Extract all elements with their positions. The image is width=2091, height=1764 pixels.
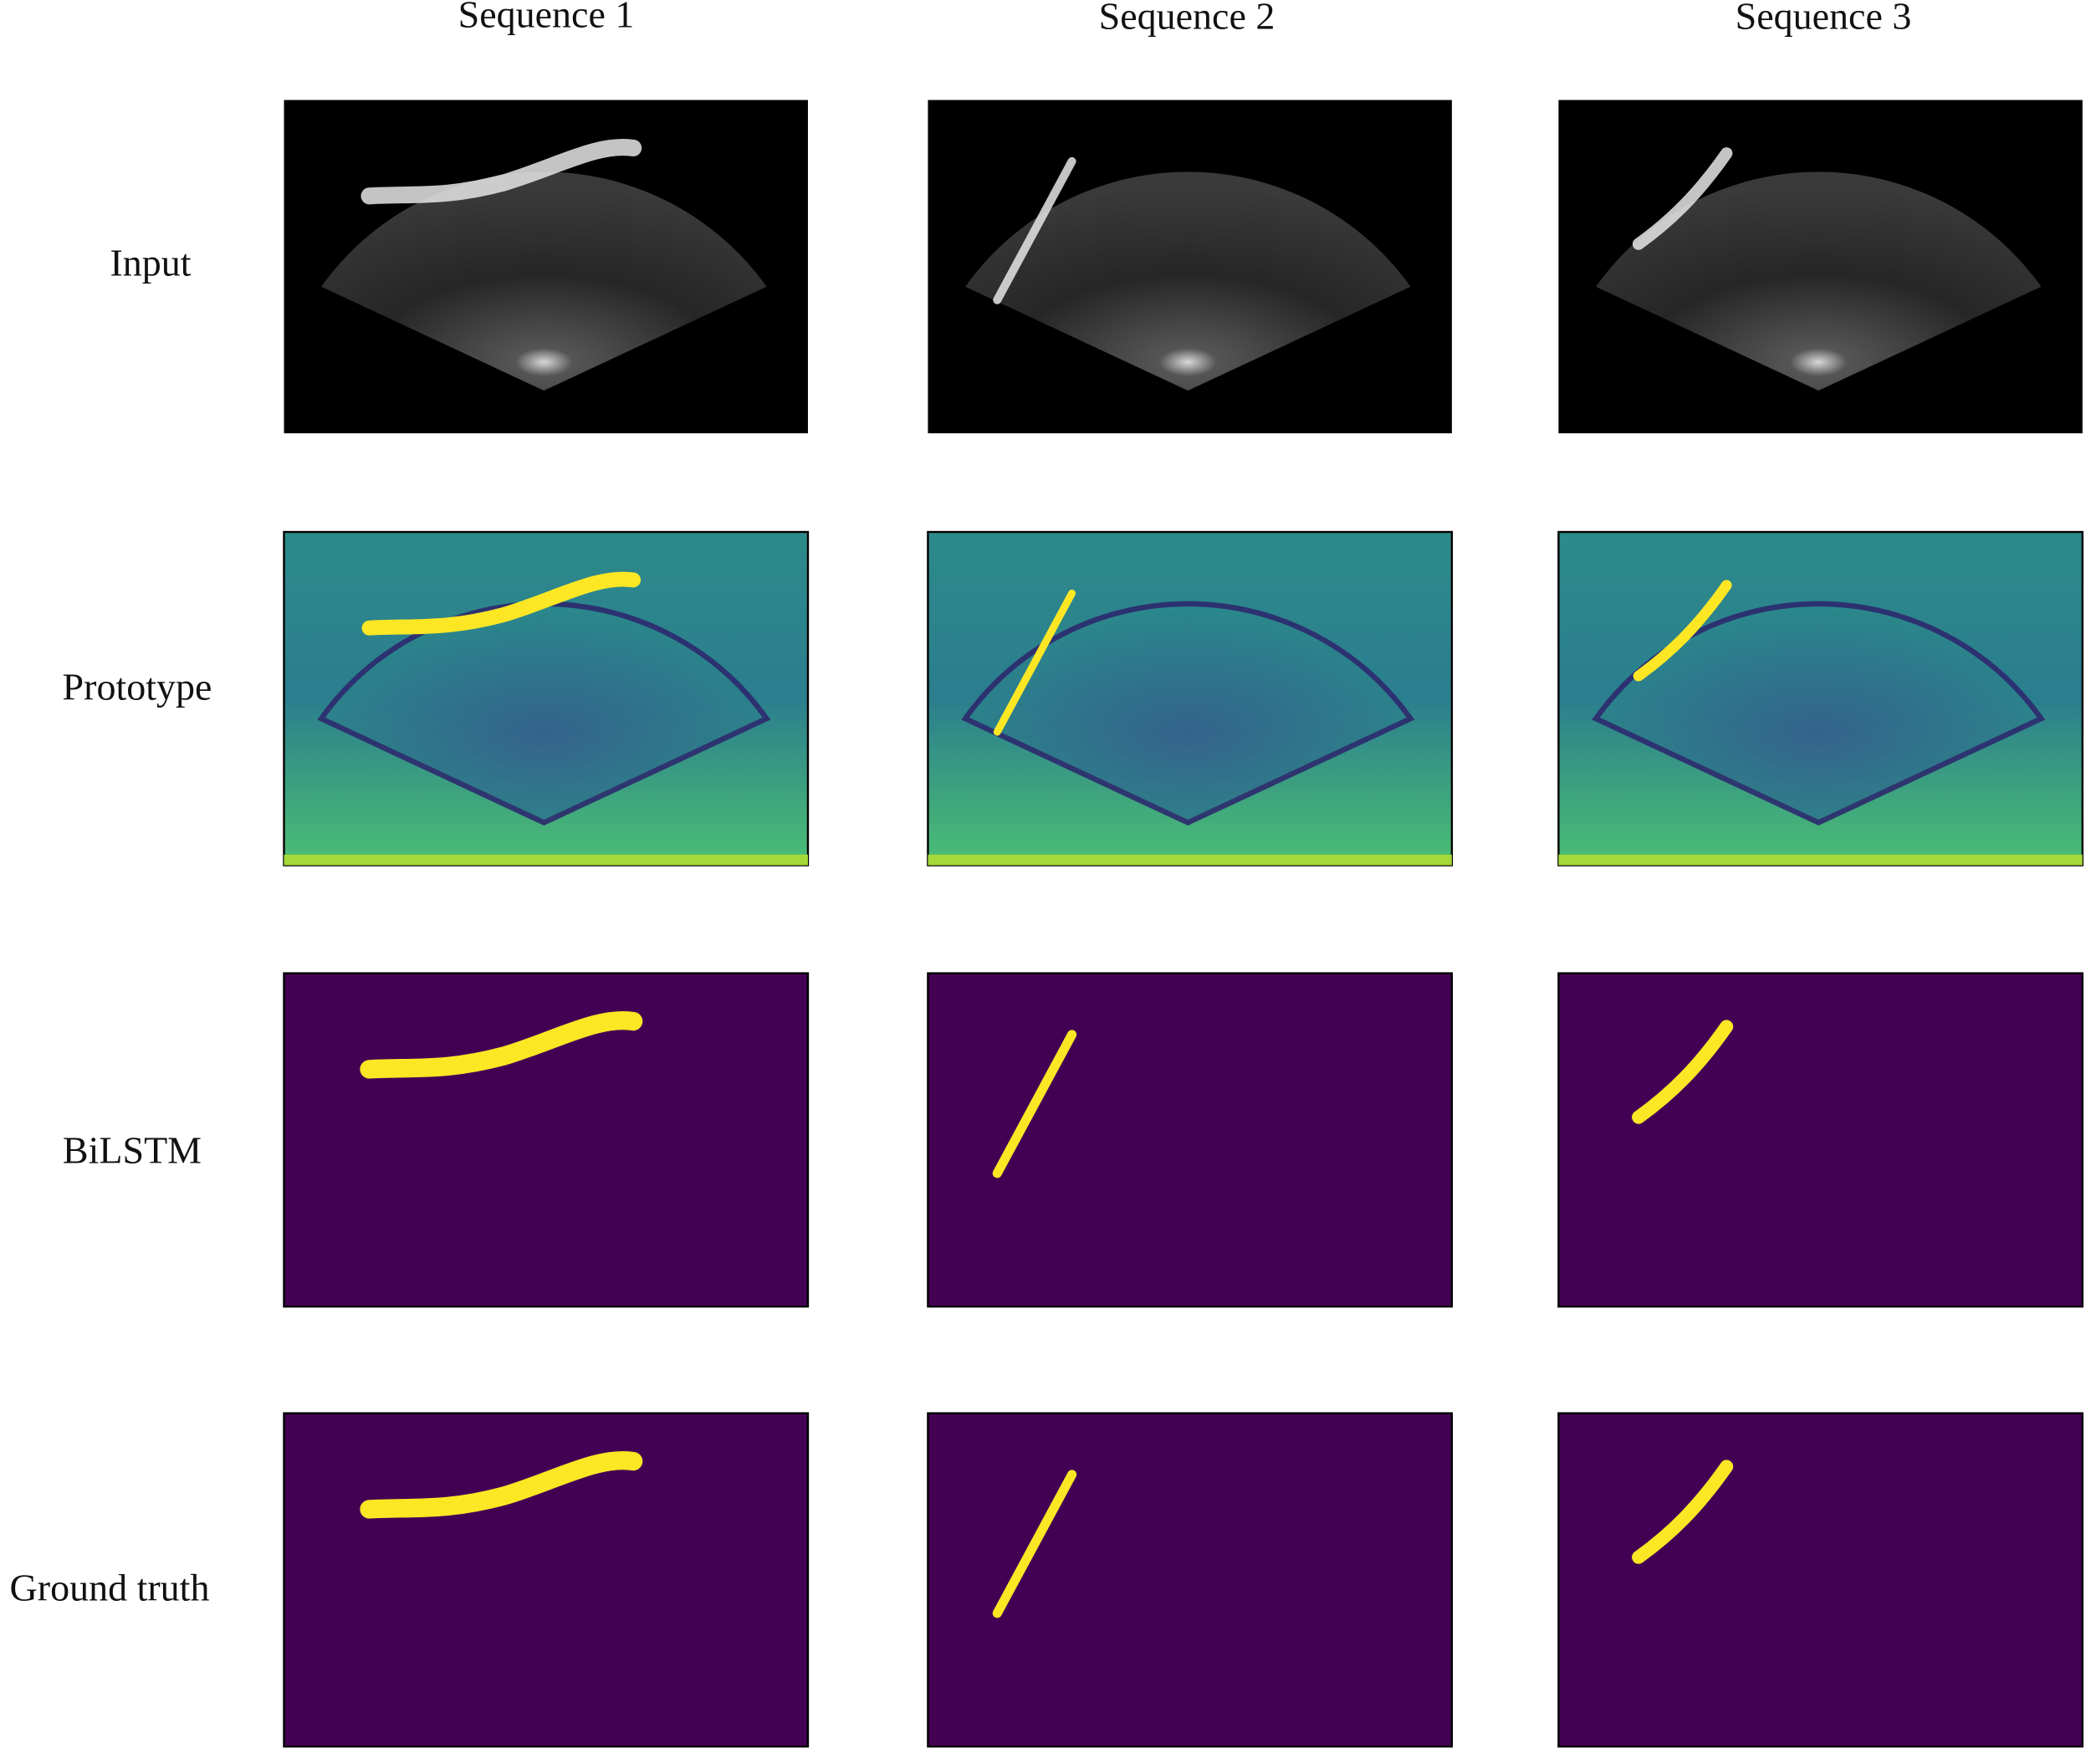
row-label: Prototype: [63, 666, 212, 708]
image-panel: [283, 972, 810, 1308]
ultrasound-fan: [1596, 171, 2042, 391]
panel-background: [1557, 972, 2084, 1308]
bottom-band: [284, 854, 808, 866]
image-panel: [1557, 972, 2084, 1308]
image-panel: [928, 100, 1452, 434]
needle: [361, 571, 642, 636]
bottom-band: [928, 854, 1452, 866]
panel-background: [1557, 1412, 2084, 1748]
segmentation-mask: [1632, 1020, 1734, 1124]
segmentation-mask: [360, 1010, 643, 1079]
panel-background: [927, 972, 1454, 1308]
column-header: Sequence 3: [1736, 0, 1912, 38]
row-label: Input: [110, 242, 191, 284]
row-label: Ground truth: [10, 1567, 210, 1609]
needle: [1633, 580, 1732, 682]
needle: [993, 156, 1076, 304]
image-panel: [1557, 1412, 2084, 1748]
image-panel: [927, 1412, 1454, 1748]
prototype-fan: [961, 601, 1415, 826]
segmentation-mask: [992, 1470, 1077, 1618]
image-panel: [1557, 530, 2084, 867]
ultrasound-fan: [965, 171, 1411, 391]
image-panel: [283, 530, 810, 867]
column-header: Sequence 2: [1099, 0, 1276, 38]
segmentation-mask: [1632, 1460, 1734, 1564]
image-panel: [284, 100, 808, 434]
image-panel: [927, 972, 1454, 1308]
segmentation-mask: [992, 1030, 1077, 1179]
bottom-band: [1558, 854, 2083, 866]
column-header: Sequence 1: [458, 0, 635, 36]
row-label: BiLSTM: [63, 1129, 202, 1172]
image-panel: [1558, 100, 2083, 434]
needle: [360, 139, 642, 205]
needle: [993, 589, 1076, 736]
panel-background: [283, 972, 810, 1308]
panel-background: [927, 1412, 1454, 1748]
panel-background: [283, 1412, 810, 1748]
image-panel: [927, 530, 1454, 867]
panels: [283, 100, 2084, 1748]
ultrasound-fan: [321, 171, 767, 391]
segmentation-mask: [360, 1451, 643, 1519]
image-panel: [283, 1412, 810, 1748]
needle: [1632, 147, 1733, 250]
